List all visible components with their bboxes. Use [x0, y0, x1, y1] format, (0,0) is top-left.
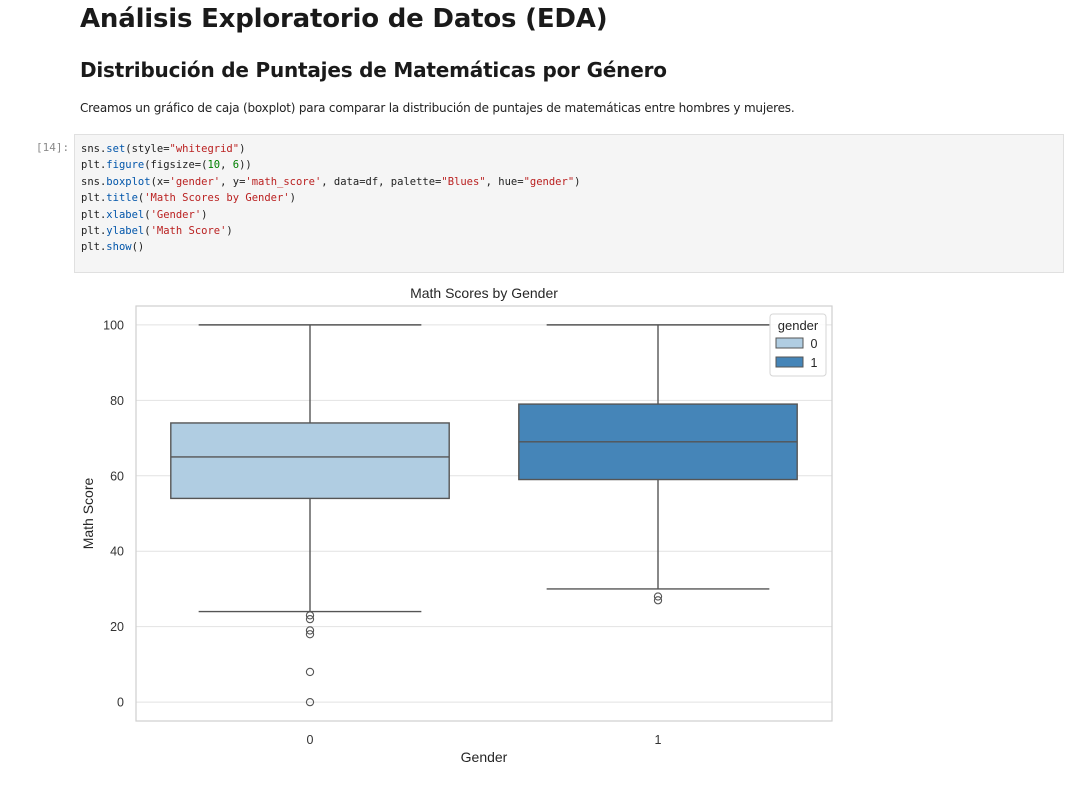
page-title: Análisis Exploratorio de Datos (EDA) — [80, 4, 608, 34]
code-block[interactable]: sns.set(style="whitegrid") plt.figure(fi… — [81, 141, 580, 256]
outlier-point — [305, 630, 315, 639]
outlier-point — [305, 667, 315, 677]
outlier-point — [305, 611, 315, 620]
section-title: Distribución de Puntajes de Matemáticas … — [80, 58, 667, 82]
legend-swatch-1 — [775, 356, 804, 368]
y-tick-label: 100 — [103, 318, 124, 332]
outlier-point — [653, 596, 663, 605]
y-tick-label: 40 — [110, 545, 124, 559]
y-tick-label: 20 — [110, 620, 124, 634]
code-line: plt.show() — [81, 241, 145, 254]
outlier-point — [305, 614, 315, 624]
chart-title: Math Scores by Gender — [410, 285, 558, 301]
y-tick-label: 60 — [110, 469, 124, 483]
box-0 — [170, 422, 450, 500]
y-axis-label: Math Score — [80, 477, 96, 549]
plot-frame — [135, 305, 833, 722]
code-line: sns.boxplot(x='gender', y='math_score', … — [81, 175, 581, 188]
chart-output: 0 20 40 60 80 100 0 1 Math Scores by Gender Gende… — [74, 280, 854, 785]
legend-label: 1 — [811, 356, 818, 370]
legend-label: 0 — [811, 337, 818, 351]
y-tick-label: 0 — [117, 696, 124, 710]
y-tick-label: 80 — [110, 394, 124, 408]
section-description: Creamos un gráfico de caja (boxplot) par… — [80, 101, 795, 115]
code-line: plt.ylabel('Math Score') — [81, 225, 233, 238]
code-line: plt.title('Math Scores by Gender') — [81, 192, 296, 205]
outlier-point — [305, 697, 315, 707]
code-line: sns.set(style="whitegrid") — [81, 143, 246, 155]
code-line: plt.xlabel('Gender') — [81, 208, 208, 221]
x-axis-label: Gender — [461, 749, 508, 765]
boxplot-chart: 0 20 40 60 80 100 0 1 Math Scores by Gender Gende… — [80, 285, 833, 765]
legend-title: gender — [778, 318, 819, 333]
x-tick-label: 1 — [655, 733, 662, 747]
code-line: plt.figure(figsize=(10, 6)) — [81, 159, 252, 172]
legend-swatch-0 — [775, 337, 804, 349]
cell-prompt: [14]: — [36, 141, 70, 154]
outlier-point — [305, 626, 315, 635]
code-cell[interactable]: sns.set(style="whitegrid") plt.figure(fi… — [74, 134, 1064, 273]
x-tick-label: 0 — [307, 733, 314, 747]
outlier-point — [653, 592, 663, 601]
